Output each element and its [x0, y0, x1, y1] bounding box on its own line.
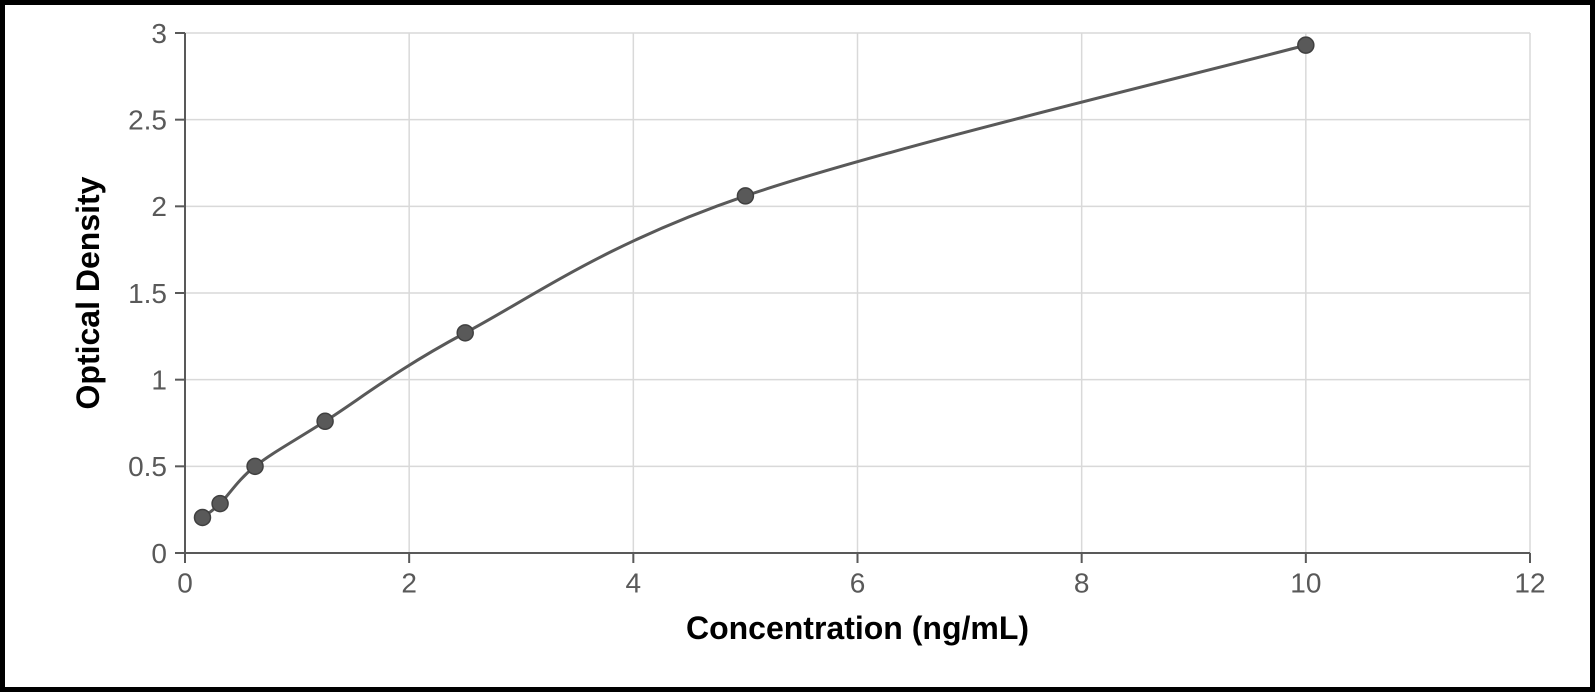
data-point [212, 496, 228, 512]
y-tick-label: 1.5 [128, 278, 167, 309]
y-axis-title: Optical Density [70, 176, 106, 409]
x-tick-label: 2 [401, 567, 417, 598]
data-point [737, 188, 753, 204]
y-tick-label: 3 [151, 18, 167, 49]
data-point [317, 413, 333, 429]
data-point [1298, 37, 1314, 53]
data-point [247, 458, 263, 474]
x-tick-label: 4 [626, 567, 642, 598]
y-tick-label: 1 [151, 364, 167, 395]
data-point [457, 325, 473, 341]
x-tick-label: 0 [177, 567, 193, 598]
y-tick-label: 2.5 [128, 104, 167, 135]
x-tick-label: 8 [1074, 567, 1090, 598]
y-tick-label: 0.5 [128, 451, 167, 482]
x-tick-label: 10 [1290, 567, 1321, 598]
chart-frame: 0 2 4 6 8 10 12 0 0.5 1 1.5 2 2.5 3 Concentration (ng/… [0, 0, 1595, 692]
plot-background [5, 5, 1590, 687]
data-point [194, 509, 210, 525]
y-tick-label: 0 [151, 538, 167, 569]
x-tick-label: 12 [1514, 567, 1545, 598]
x-axis-title: Concentration (ng/mL) [686, 610, 1029, 646]
y-tick-label: 2 [151, 191, 167, 222]
chart-svg: 0 2 4 6 8 10 12 0 0.5 1 1.5 2 2.5 3 Concentration (ng/… [5, 5, 1590, 687]
x-tick-label: 6 [850, 567, 866, 598]
